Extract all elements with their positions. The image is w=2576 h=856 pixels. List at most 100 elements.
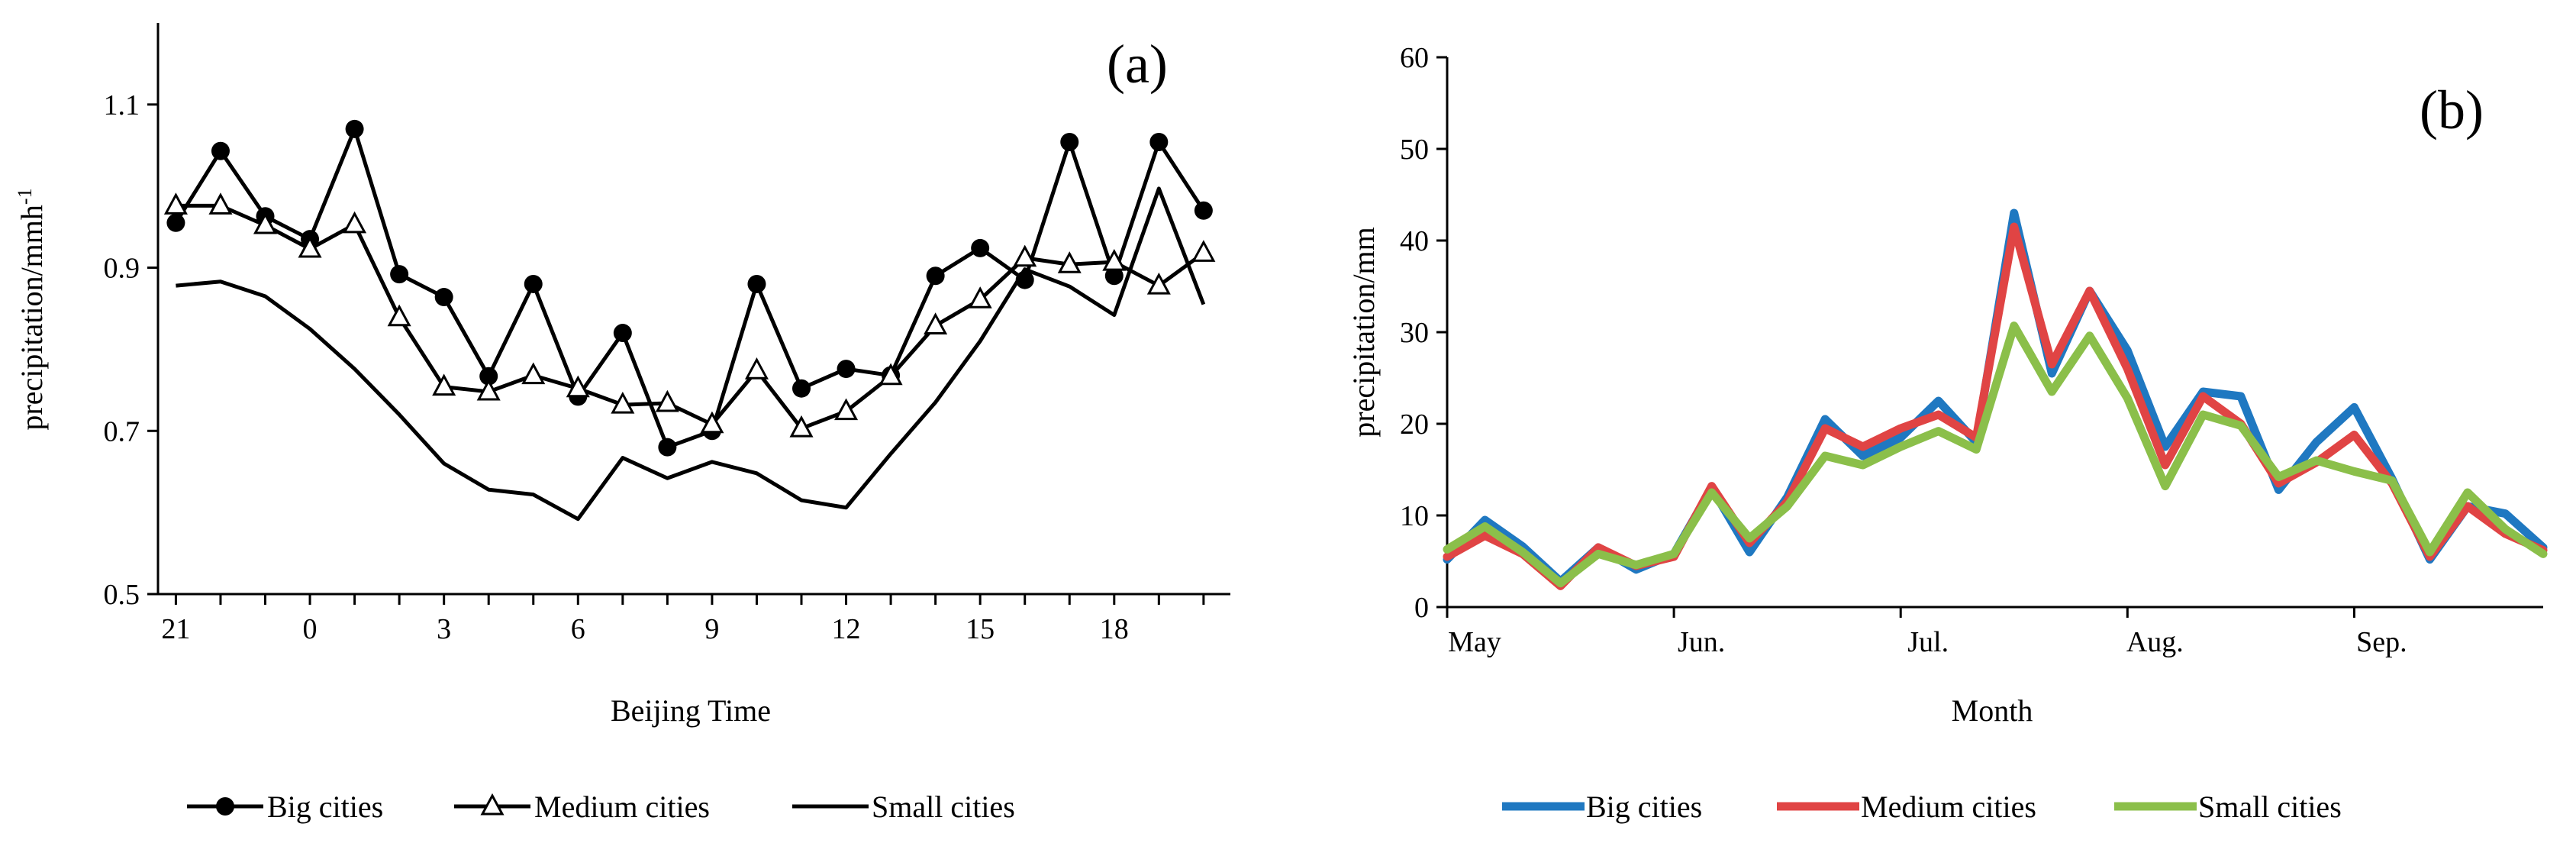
chart-b-x-axis-title: Month — [1952, 693, 2033, 728]
chart-a-point-medium — [611, 391, 635, 414]
chart-a-point-medium — [208, 192, 233, 215]
chart-a-point-medium — [1102, 248, 1127, 271]
chart-b-y-tick-label: 30 — [1400, 317, 1429, 349]
chart-a-series-line-big — [174, 127, 1205, 450]
chart-a-legend-label-medium: Medium cities — [534, 790, 710, 824]
chart-a-point-big — [524, 274, 543, 293]
chart-a-point-medium — [879, 363, 903, 386]
chart-b-x-tick-label: Aug. — [2126, 626, 2184, 658]
chart-a-point-big — [166, 213, 185, 232]
chart-a-x-axis-title: Beijing Time — [611, 693, 771, 728]
chart-a-point-big — [1194, 201, 1213, 220]
chart-a-y-tick-label: 0.5 — [104, 579, 140, 611]
chart-a-x-tick-label: 12 — [832, 613, 861, 645]
chart-a-point-big — [1015, 270, 1034, 289]
chart-b-y-tick-label: 20 — [1400, 409, 1429, 441]
chart-b-y-tick-label: 10 — [1400, 500, 1429, 532]
chart-a-point-medium — [744, 357, 769, 380]
chart-b-panel-label: (b) — [2420, 79, 2484, 141]
chart-a-point-medium — [298, 235, 322, 258]
chart-a-point-medium — [789, 415, 814, 438]
chart-a-point-medium — [343, 211, 367, 234]
chart-a-point-medium — [387, 304, 411, 327]
chart-a-point-big — [1060, 133, 1079, 152]
chart-b-legend-label-medium: Medium cities — [1861, 790, 2036, 824]
chart-a-x-tick-label: 15 — [966, 613, 995, 645]
chart-a-x-tick-label: 3 — [437, 613, 451, 645]
chart-b-x-tick-label: Jun. — [1678, 626, 1725, 658]
chart-a-point-medium — [1013, 244, 1037, 267]
chart-a-x-tick-label: 6 — [571, 613, 585, 645]
chart-b-series-line-medium — [1443, 222, 2548, 590]
chart-a-legend-item-small: Small cities — [792, 790, 1015, 824]
chart-a-point-big — [1149, 133, 1169, 152]
chart-a-point-big — [345, 119, 364, 138]
chart-a-y-axis-title: precipitation/mmh-1 — [14, 188, 50, 430]
chart-a-point-medium — [655, 389, 679, 412]
chart-b-legend-label-big: Big cities — [1586, 790, 1702, 824]
chart-a-y-ticks: 0.5 0.7 0.9 1.1 — [104, 89, 158, 611]
chart-b-y-axis-title: precipitation/mm — [1346, 227, 1381, 438]
filled-circle-icon — [216, 797, 234, 816]
chart-a-point-medium — [924, 312, 948, 334]
chart-b-x-tick-label: Sep. — [2356, 626, 2407, 658]
chart-a-point-medium — [521, 362, 546, 385]
chart-a-series-line-small — [176, 186, 1206, 522]
chart-a-point-medium — [968, 286, 992, 308]
chart-a-point-big — [792, 379, 811, 398]
chart-a-point-big — [658, 438, 677, 457]
chart-b-series-line-small — [1443, 321, 2548, 588]
chart-a: 0.5 0.7 0.9 1.1 21 0 3 6 9 12 15 18 precipitation/… — [14, 23, 1230, 824]
chart-a-point-big — [613, 324, 632, 343]
chart-a-x-ticks: 21 0 3 6 9 12 15 18 — [161, 594, 1205, 645]
chart-b-legend: Big cities Medium cities Small cities — [1502, 790, 2342, 824]
chart-b-legend-item-big: Big cities — [1502, 790, 1702, 824]
chart-b-legend-label-small: Small cities — [2198, 790, 2342, 824]
chart-b-y-tick-label: 60 — [1400, 42, 1429, 74]
chart-a-x-tick-label: 21 — [161, 613, 190, 645]
chart-a-y-tick-label: 0.7 — [104, 415, 140, 447]
chart-a-x-tick-label: 0 — [303, 613, 318, 645]
chart-b-y-tick-label: 40 — [1400, 225, 1429, 257]
chart-a-legend-label-big: Big cities — [267, 790, 383, 824]
chart-a-point-medium — [476, 378, 501, 401]
chart-a-legend: Big cities Medium cities Small cities — [187, 790, 1015, 824]
chart-a-point-big — [926, 266, 945, 286]
chart-a-point-medium — [163, 192, 188, 215]
chart-a-legend-item-medium: Medium cities — [454, 790, 710, 824]
chart-b-series — [1443, 208, 2548, 590]
chart-b-x-tick-label: Jul. — [1907, 626, 1949, 658]
chart-a-point-big — [434, 288, 453, 307]
chart-a-point-big — [971, 238, 990, 257]
chart-b-y-tick-label: 0 — [1414, 592, 1429, 624]
chart-a-legend-label-small: Small cities — [872, 790, 1015, 824]
chart-a-point-big — [837, 360, 856, 379]
chart-a-point-big — [211, 141, 230, 160]
chart-a-y-tick-label: 1.1 — [104, 89, 140, 121]
chart-a-point-medium — [834, 398, 859, 421]
chart-a-point-medium — [1057, 251, 1082, 273]
chart-a-y-tick-label: 0.9 — [104, 253, 140, 285]
chart-a-point-big — [747, 274, 766, 293]
chart-a-point-medium — [1191, 240, 1216, 262]
chart-a-series-line-medium — [176, 203, 1205, 431]
chart-b-y-ticks: 0 10 20 30 40 50 60 — [1400, 42, 1447, 624]
chart-b-x-tick-label: May — [1448, 626, 1501, 658]
chart-a-x-tick-label: 18 — [1100, 613, 1129, 645]
chart-a-point-medium — [1146, 272, 1171, 295]
chart-b: 0 10 20 30 40 50 60 May Jun. Jul. Aug. Sep. precip… — [1346, 42, 2548, 824]
chart-b-legend-item-small: Small cities — [2114, 790, 2342, 824]
open-triangle-icon — [480, 793, 505, 816]
chart-a-point-medium — [432, 373, 456, 396]
chart-a-point-medium — [700, 411, 724, 434]
chart-a-point-big — [1104, 266, 1124, 286]
chart-b-y-tick-label: 50 — [1400, 134, 1429, 166]
chart-a-panel-label: (a) — [1107, 34, 1168, 95]
chart-a-series — [163, 119, 1216, 522]
chart-a-legend-item-big: Big cities — [187, 790, 383, 824]
chart-a-point-big — [390, 265, 409, 284]
chart-a-point-medium — [253, 212, 278, 234]
chart-b-legend-item-medium: Medium cities — [1777, 790, 2036, 824]
